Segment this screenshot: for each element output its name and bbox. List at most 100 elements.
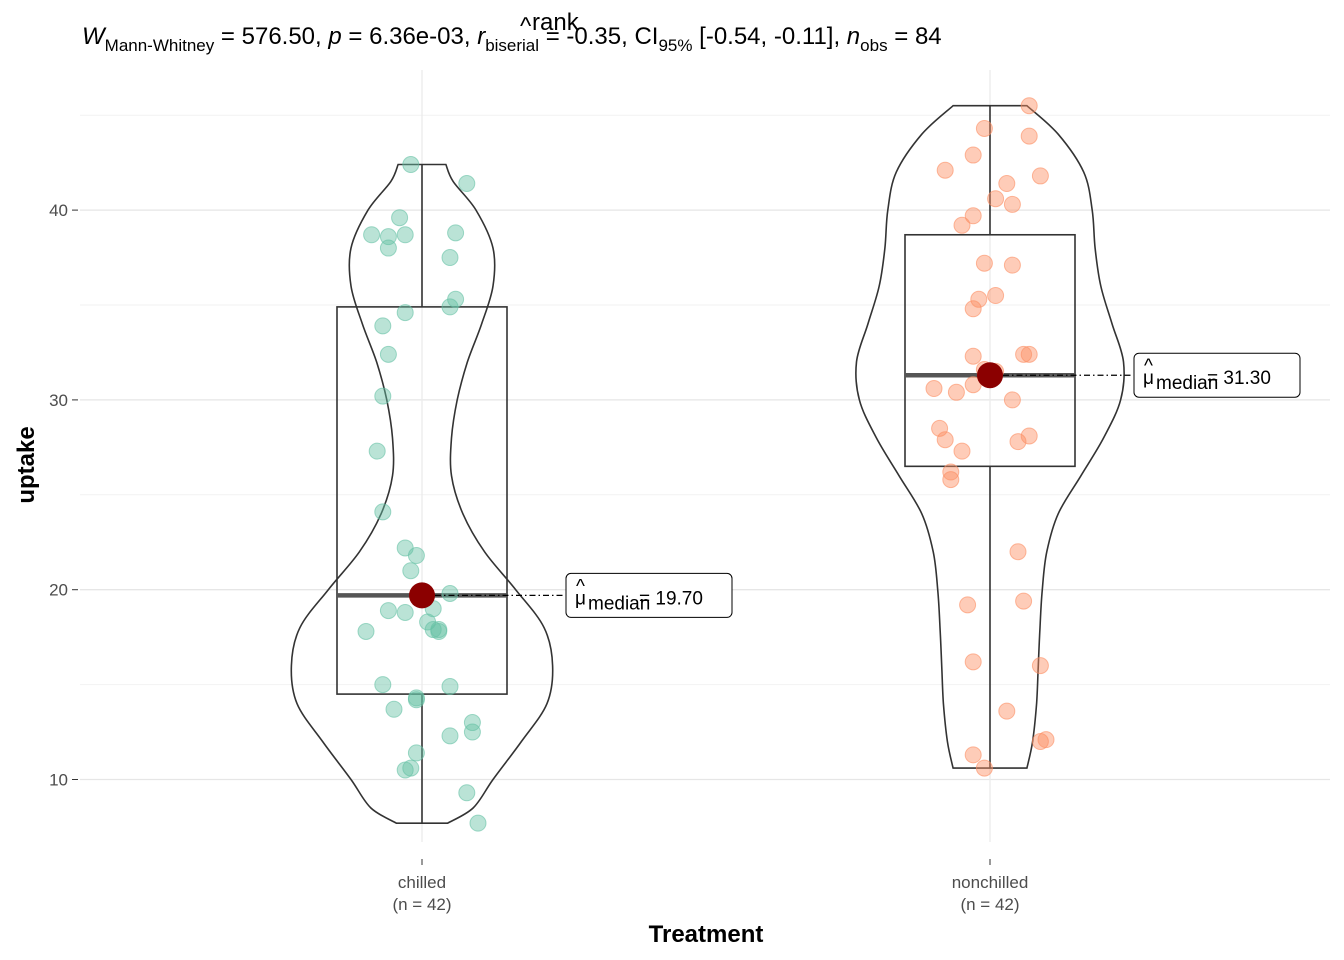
boxplot-layer xyxy=(336,105,1076,824)
data-point-nonchilled xyxy=(942,471,960,489)
data-point-nonchilled xyxy=(1020,427,1038,445)
data-point-chilled xyxy=(368,442,386,460)
data-point-nonchilled xyxy=(1020,127,1038,145)
data-point-chilled xyxy=(407,691,425,709)
data-point-nonchilled xyxy=(964,300,982,318)
data-point-chilled xyxy=(458,784,476,802)
data-point-chilled xyxy=(374,387,392,405)
data-point-chilled xyxy=(463,723,481,741)
data-point-chilled xyxy=(379,602,397,620)
data-point-chilled xyxy=(396,603,414,621)
data-point-chilled xyxy=(363,226,381,244)
stat-n-eq: = xyxy=(888,23,915,50)
median-label-box-nonchilled xyxy=(1133,352,1301,398)
x-tick-n-chilled: (n = 42) xyxy=(392,895,451,914)
data-point-nonchilled xyxy=(936,161,954,179)
x-tick-label-chilled: chilled xyxy=(398,873,446,892)
box-nonchilled xyxy=(904,233,1076,468)
data-point-nonchilled xyxy=(1009,433,1027,451)
data-point-chilled xyxy=(374,676,392,694)
data-point-nonchilled xyxy=(1003,391,1021,409)
median-label-box-chilled xyxy=(565,572,733,618)
stat-ci-space xyxy=(692,23,699,50)
stat-r-value: -0.35 xyxy=(566,23,621,50)
data-point-nonchilled xyxy=(1003,256,1021,274)
data-point-nonchilled xyxy=(947,383,965,401)
grid-layer xyxy=(80,70,1330,842)
data-point-nonchilled xyxy=(1031,733,1049,751)
median-label-mu-nonchilled: μ xyxy=(1143,368,1154,389)
data-point-nonchilled xyxy=(975,119,993,137)
stat-n-value: 84 xyxy=(915,23,942,50)
data-point-chilled xyxy=(402,562,420,580)
stat-p-value: 6.36e-03 xyxy=(369,23,464,50)
data-point-chilled xyxy=(396,304,414,322)
stat-r-symbol: r xyxy=(477,23,486,50)
x-axis-ticks: chilled (n = 42) nonchilled (n = 42) xyxy=(392,859,1028,914)
points-layer xyxy=(357,97,1055,832)
data-point-nonchilled xyxy=(998,702,1016,720)
data-point-chilled xyxy=(441,584,459,602)
stat-w-sub: Mann-Whitney xyxy=(105,36,215,55)
data-point-nonchilled xyxy=(1031,167,1049,185)
median-marker-chilled xyxy=(409,582,435,609)
y-axis-ticks: 10 20 30 40 xyxy=(49,201,78,790)
data-point-nonchilled xyxy=(964,207,982,225)
data-point-chilled xyxy=(391,209,409,227)
data-point-chilled xyxy=(441,727,459,745)
median-label-mu-chilled: μ xyxy=(575,588,586,609)
median-label-hat-nonchilled: ^ xyxy=(1144,356,1153,377)
data-point-nonchilled xyxy=(987,190,1005,208)
stat-w-symbol: W xyxy=(82,23,107,50)
data-point-chilled xyxy=(396,761,414,779)
violin-chilled xyxy=(290,163,554,824)
stat-r-eq: = xyxy=(539,23,566,50)
data-point-chilled xyxy=(430,621,448,639)
data-point-nonchilled xyxy=(1003,195,1021,213)
x-tick-n-nonchilled: (n = 42) xyxy=(960,895,1019,914)
data-point-nonchilled xyxy=(1020,97,1038,115)
x-tick-label-nonchilled: nonchilled xyxy=(952,873,1029,892)
data-point-chilled xyxy=(379,239,397,257)
data-point-chilled xyxy=(441,249,459,267)
data-point-chilled xyxy=(458,175,476,193)
data-point-nonchilled xyxy=(1015,592,1033,610)
median-marker-nonchilled xyxy=(977,362,1003,389)
data-point-nonchilled xyxy=(975,759,993,777)
x-axis-title: Treatment xyxy=(649,921,764,948)
data-point-chilled xyxy=(469,814,487,832)
median-label-sub-chilled: median xyxy=(588,593,650,614)
data-point-nonchilled xyxy=(1031,657,1049,675)
data-point-nonchilled xyxy=(959,596,977,614)
stat-n-sub: obs xyxy=(860,36,887,55)
data-point-chilled xyxy=(441,677,459,695)
stat-w-value: 576.50 xyxy=(242,23,315,50)
data-point-nonchilled xyxy=(1009,543,1027,561)
violin-nonchilled xyxy=(855,104,1125,769)
data-point-chilled xyxy=(407,547,425,565)
y-tick-label: 30 xyxy=(49,391,68,410)
stat-r-hat: ^ xyxy=(520,13,532,40)
data-point-chilled xyxy=(441,298,459,316)
data-point-chilled xyxy=(407,744,425,762)
y-tick-label: 20 xyxy=(49,581,68,600)
median-label-value-nonchilled: = 31.30 xyxy=(1207,368,1271,389)
median-label-hat-chilled: ^ xyxy=(576,576,585,597)
stat-ci-value: [-0.54, -0.11] xyxy=(699,23,833,50)
data-point-chilled xyxy=(385,700,403,718)
median-label-value-chilled: = 19.70 xyxy=(639,588,703,609)
violin-layer xyxy=(290,104,1125,824)
stat-p-eq: = xyxy=(342,23,369,50)
y-axis-title: uptake xyxy=(13,426,40,503)
data-point-chilled xyxy=(374,317,392,335)
data-point-nonchilled xyxy=(964,347,982,365)
stat-sep: , xyxy=(833,23,846,50)
data-point-nonchilled xyxy=(970,290,988,308)
data-point-nonchilled xyxy=(975,254,993,272)
stat-ci-sub: 95% xyxy=(658,36,692,55)
data-point-nonchilled xyxy=(925,380,943,398)
stat-r-sub: biserial xyxy=(485,36,539,55)
y-tick-label: 10 xyxy=(49,771,68,790)
data-point-chilled xyxy=(447,224,465,242)
median-layer: μ^median = 19.70μ^median = 31.30 xyxy=(409,352,1301,618)
